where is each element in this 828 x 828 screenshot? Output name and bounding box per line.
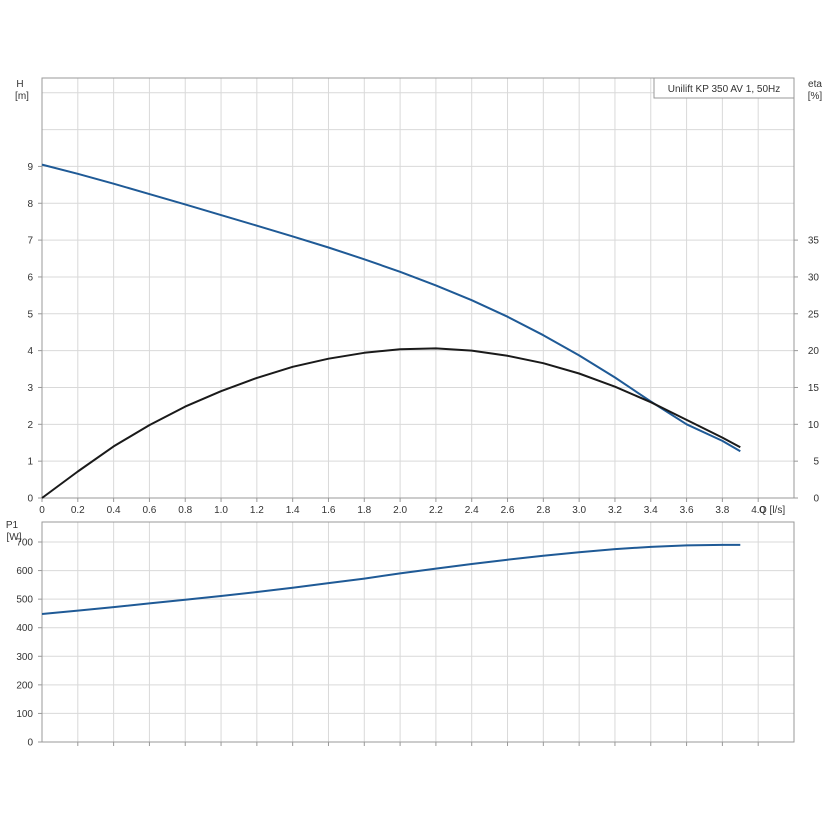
x-tick-label: 3.8 <box>715 505 729 516</box>
x-tick-label: 1.4 <box>286 505 300 516</box>
head-tick-label: 5 <box>27 309 33 320</box>
efficiency-axis-unit: [%] <box>808 91 823 102</box>
x-tick-label: 2.6 <box>501 505 515 516</box>
power-axis-unit: [W] <box>7 532 22 543</box>
x-tick-label: 0.8 <box>178 505 192 516</box>
power-tick-label: 100 <box>16 709 33 720</box>
top-series <box>41 163 741 499</box>
head-tick-label: 2 <box>27 420 33 431</box>
legend-box <box>653 77 795 99</box>
head-tick-label: 8 <box>27 199 33 210</box>
efficiency-curve <box>41 347 741 499</box>
power-tick-label: 300 <box>16 652 33 663</box>
efficiency-tick-label: 10 <box>808 420 820 431</box>
efficiency-tick-label: 15 <box>808 383 820 394</box>
efficiency-tick-label: 20 <box>808 346 820 357</box>
bottom-plot-frame <box>41 521 795 743</box>
power-tick-label: 600 <box>16 566 33 577</box>
head-tick-label: 7 <box>27 236 33 247</box>
head-axis-label: H <box>16 79 23 90</box>
head-tick-label: 4 <box>27 346 33 357</box>
head-tick-label: 0 <box>27 494 33 505</box>
x-tick-label: 3.2 <box>608 505 622 516</box>
x-axis-ticks: 0 0.2 0.4 0.6 0.8 1.0 1.2 1.4 1.6 1.8 2.0 2.2 2.4 2.6… <box>39 498 766 516</box>
bottom-series <box>41 543 741 615</box>
power-axis-label: P1 <box>6 520 19 531</box>
head-tick-label: 6 <box>27 272 33 283</box>
head-axis-ticks: 0 1 2 3 4 5 6 7 8 9 <box>27 162 42 505</box>
top-plot-frame <box>41 77 795 499</box>
x-tick-label: 1.2 <box>250 505 264 516</box>
power-axis-ticks: 0 100 200 300 400 500 600 700 <box>16 538 42 749</box>
power-tick-label: 0 <box>27 738 33 749</box>
x-tick-label: 3.0 <box>572 505 586 516</box>
head-curve <box>41 163 741 453</box>
top-grid <box>42 78 794 498</box>
x-tick-label: 0.2 <box>71 505 85 516</box>
x-tick-label: 3.6 <box>680 505 694 516</box>
x-tick-label: 0 <box>39 505 45 516</box>
x-tick-label: 2.2 <box>429 505 443 516</box>
bottom-grid <box>42 522 794 746</box>
x-tick-label: 1.6 <box>322 505 336 516</box>
power-tick-label: 700 <box>16 538 33 549</box>
x-axis-label: Q [l/s] <box>759 505 785 516</box>
x-tick-label: 2.4 <box>465 505 479 516</box>
efficiency-tick-label: 30 <box>808 272 820 283</box>
x-tick-label: 2.8 <box>536 505 550 516</box>
efficiency-tick-label: 0 <box>813 494 819 505</box>
power-tick-label: 200 <box>16 680 33 691</box>
x-tick-label: 3.4 <box>644 505 658 516</box>
x-tick-label: 1.0 <box>214 505 228 516</box>
efficiency-tick-label: 5 <box>813 457 819 468</box>
efficiency-axis-label: eta <box>808 79 822 90</box>
x-tick-label: 1.8 <box>357 505 371 516</box>
power-tick-label: 500 <box>16 595 33 606</box>
power-panel: 0 100 200 300 400 500 600 700 P1 [W] <box>6 520 795 749</box>
efficiency-tick-label: 35 <box>808 236 820 247</box>
head-efficiency-panel: 0 0.2 0.4 0.6 0.8 1.0 1.2 1.4 1.6 1.8 2.0 2.2 2.4 2.6… <box>15 77 823 516</box>
x-tick-label: 4.0 <box>751 505 765 516</box>
head-tick-label: 9 <box>27 162 33 173</box>
efficiency-tick-label: 25 <box>808 309 820 320</box>
power-tick-label: 400 <box>16 623 33 634</box>
power-curve <box>41 543 741 615</box>
head-tick-label: 3 <box>27 383 33 394</box>
head-axis-unit: [m] <box>15 91 29 102</box>
x-tick-label: 0.6 <box>142 505 156 516</box>
efficiency-axis-ticks: 0 5 10 15 20 25 30 35 <box>794 236 819 505</box>
x-tick-label: 2.0 <box>393 505 407 516</box>
legend-text: Unilift KP 350 AV 1, 50Hz <box>668 84 780 95</box>
x-tick-label: 0.4 <box>107 505 121 516</box>
head-tick-label: 1 <box>27 457 33 468</box>
